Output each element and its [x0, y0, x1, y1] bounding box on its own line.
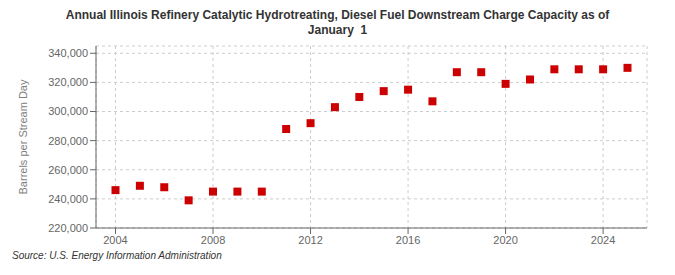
- svg-text:320,000: 320,000: [48, 76, 88, 88]
- svg-text:2016: 2016: [396, 234, 420, 246]
- svg-text:2020: 2020: [493, 234, 517, 246]
- svg-text:260,000: 260,000: [48, 164, 88, 176]
- svg-text:220,000: 220,000: [48, 222, 88, 234]
- svg-text:280,000: 280,000: [48, 135, 88, 147]
- html-text:Source: U.S. Energy Informatio: Source: U.S. Energy Information Administ…: [12, 250, 222, 261]
- svg-text:2008: 2008: [201, 234, 225, 246]
- svg-text:2012: 2012: [298, 234, 322, 246]
- html-text:January 1: January 1: [307, 23, 368, 37]
- svg-text:340,000: 340,000: [48, 47, 88, 59]
- svg-text:2004: 2004: [103, 234, 127, 246]
- svg-text:300,000: 300,000: [48, 105, 88, 117]
- svg-text:Barrels per Stream Day: Barrels per Stream Day: [17, 79, 29, 194]
- svg-text:2024: 2024: [591, 234, 615, 246]
- html-text:Annual Illinois Refinery Catal: Annual Illinois Refinery Catalytic Hydro…: [65, 8, 610, 22]
- svg-text:240,000: 240,000: [48, 193, 88, 205]
